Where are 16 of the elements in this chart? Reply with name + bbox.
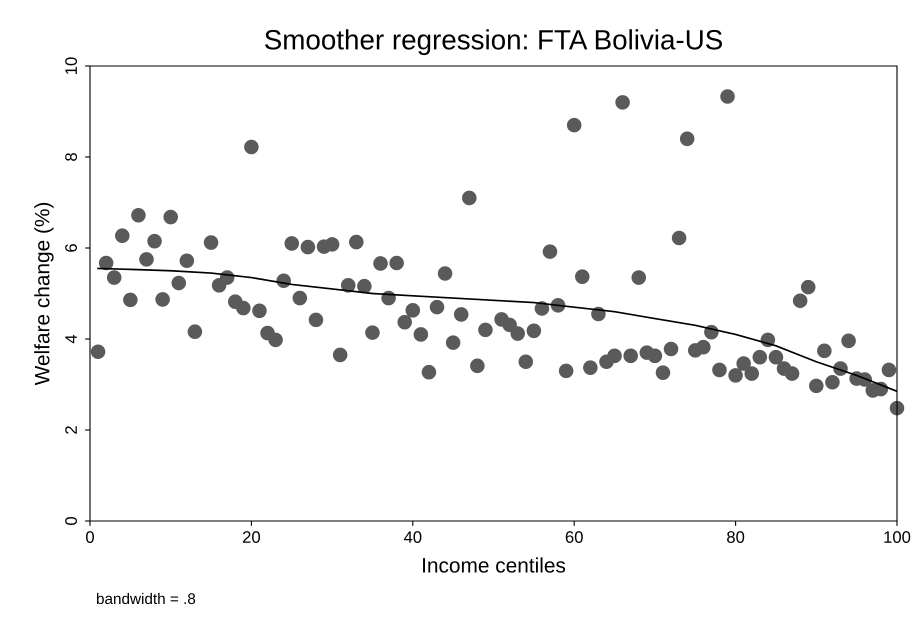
y-tick-label: 0 [65,517,77,525]
y-axis-title: Welfare change (%) [34,202,54,386]
x-tick-label: 20 [242,531,260,543]
y-tick-label: 6 [65,244,77,252]
y-tick-label: 4 [65,334,77,344]
y-tick-label: 2 [65,426,77,434]
x-tick-label: 60 [566,531,583,543]
x-axis-title: Income centiles [423,557,566,573]
text: bandwidth = .8 [96,592,196,604]
x-tick-label: 40 [404,531,422,543]
x-tick-label: 100 [884,531,910,543]
x-tick-label: 0 [86,531,94,543]
y-tick-label: 8 [65,153,77,161]
chart-title: Smoother regression: FTA Bolivia-US [265,29,722,56]
y-tick-label: 10 [65,57,77,74]
x-tick-label: 80 [727,531,744,543]
